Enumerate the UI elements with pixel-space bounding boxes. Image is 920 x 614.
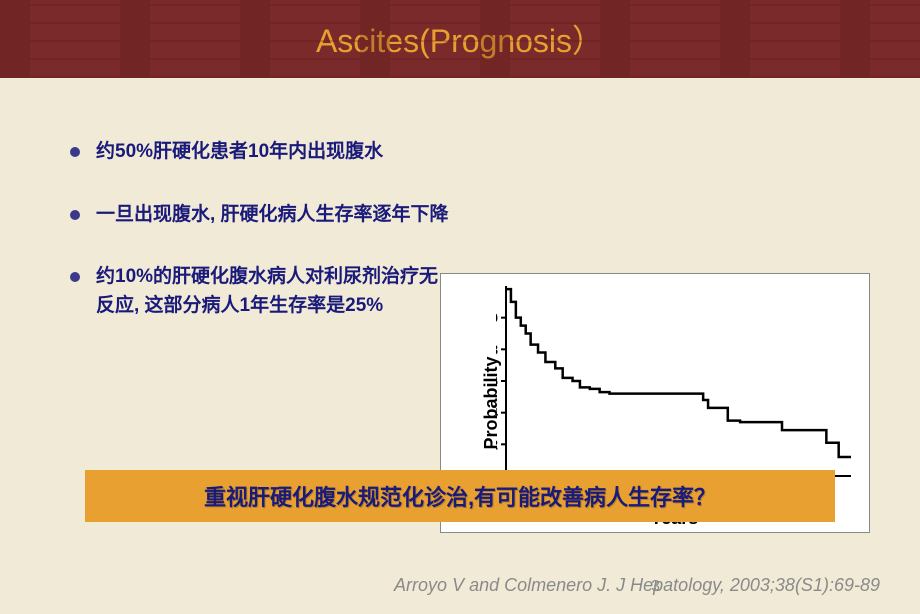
callout-text: 重视肝硬化腹水规范化诊治,有可能改善病人生存率？ xyxy=(204,485,716,510)
svg-text:1.0: 1.0 xyxy=(496,310,498,326)
bullet-item: 约50%肝硬化患者10年内出现腹水 xyxy=(70,138,450,167)
bullet-item: 一旦出现腹水, 肝硬化病人生存率逐年下降 xyxy=(70,201,450,230)
title-header: Ascites(Prognosis） xyxy=(0,0,920,78)
svg-text:0.4: 0.4 xyxy=(496,405,498,421)
svg-text:0.6: 0.6 xyxy=(496,373,498,389)
svg-text:0.2: 0.2 xyxy=(496,436,498,452)
svg-text:0.8: 0.8 xyxy=(496,341,498,357)
bullet-list: 约50%肝硬化患者10年内出现腹水 一旦出现腹水, 肝硬化病人生存率逐年下降 约… xyxy=(70,138,450,320)
page-title: Ascites(Prognosis） xyxy=(316,16,604,62)
citation-text: Arroyo V and Colmenero J. J Hepatology, … xyxy=(394,575,880,596)
bullet-item: 约10%的肝硬化腹水病人对利尿剂治疗无反应, 这部分病人1年生存率是25% xyxy=(70,263,450,320)
page-number: 3 xyxy=(651,578,660,596)
callout-banner: 重视肝硬化腹水规范化诊治,有可能改善病人生存率？ xyxy=(85,470,835,522)
content-area: 约50%肝硬化患者10年内出现腹水 一旦出现腹水, 肝硬化病人生存率逐年下降 约… xyxy=(0,78,920,614)
